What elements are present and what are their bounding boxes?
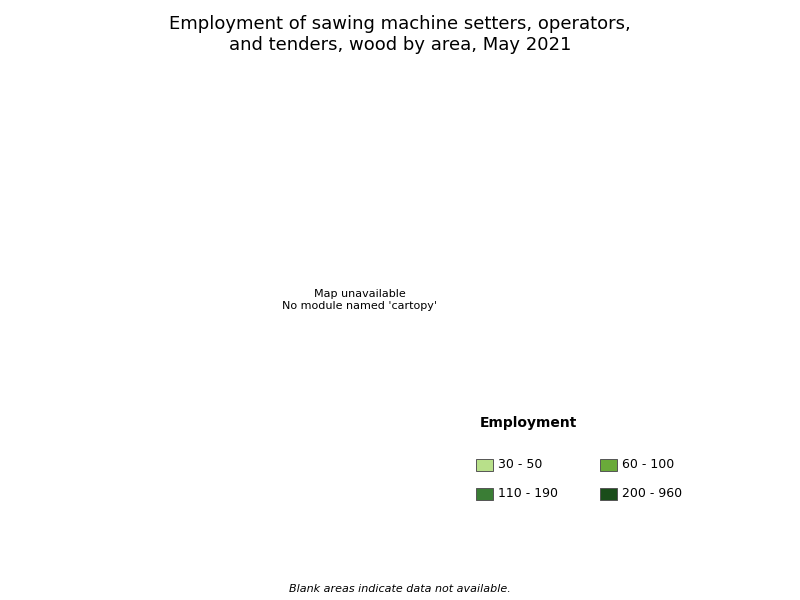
Text: Map unavailable
No module named 'cartopy': Map unavailable No module named 'cartopy… — [282, 289, 438, 311]
Text: Employment of sawing machine setters, operators,
and tenders, wood by area, May : Employment of sawing machine setters, op… — [169, 15, 631, 54]
Text: 30 - 50: 30 - 50 — [498, 458, 542, 472]
Text: 60 - 100: 60 - 100 — [622, 458, 674, 472]
Text: Blank areas indicate data not available.: Blank areas indicate data not available. — [289, 584, 511, 594]
Text: 110 - 190: 110 - 190 — [498, 487, 558, 500]
Text: Employment: Employment — [479, 416, 577, 430]
Text: 200 - 960: 200 - 960 — [622, 487, 682, 500]
